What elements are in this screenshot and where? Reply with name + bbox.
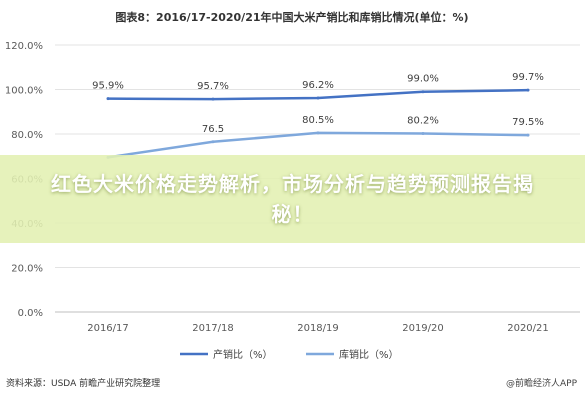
data-label: 80.5% [302, 115, 334, 126]
data-label: 96.2% [302, 80, 334, 91]
legend-label: 产销比（%） [213, 348, 273, 361]
data-point [526, 133, 530, 137]
data-point [316, 96, 320, 100]
data-point [526, 88, 530, 92]
x-tick-label: 2016/17 [87, 323, 129, 334]
x-axis-ticks: 2016/17 2017/18 2018/19 2019/20 2020/21 [87, 323, 549, 334]
x-tick-label: 2020/21 [507, 323, 549, 334]
y-tick-label: 100.0% [5, 86, 43, 97]
y-tick-label: 0.0% [18, 308, 43, 319]
chart-title-group: 图表8：2016/17-2020/21年中国大米产销比和库销比情况(单位：%) [115, 10, 468, 24]
source-note: 资料来源：USDA 前瞻产业研究院整理 [6, 379, 161, 389]
y-tick-label: 80.0% [11, 130, 43, 141]
x-tick-label: 2019/20 [402, 323, 444, 334]
banner-headline: 红色大米价格走势解析，市场分析与趋势预测报告揭秘！ [51, 172, 534, 226]
watermark-handle: @前瞻经济人APP [505, 379, 577, 389]
data-label: 80.2% [407, 116, 439, 127]
chart-title: 图表8：2016/17-2020/21年中国大米产销比和库销比情况(单位：%) [115, 10, 468, 24]
data-label: 99.7% [512, 72, 544, 83]
data-point [211, 97, 215, 101]
data-label: 79.5% [512, 117, 544, 128]
data-label: 76.5 [202, 124, 224, 135]
data-label: 99.0% [407, 74, 439, 85]
data-point [421, 90, 425, 94]
series-line [107, 131, 529, 159]
data-point [421, 132, 425, 136]
x-tick-label: 2017/18 [192, 323, 234, 334]
overlay-banner: 红色大米价格走势解析，市场分析与趋势预测报告揭秘！ [0, 155, 585, 243]
x-tick-label: 2018/19 [297, 323, 339, 334]
y-tick-label: 120.0% [5, 41, 43, 52]
data-point [106, 97, 110, 101]
data-point [316, 131, 320, 135]
legend: 产销比（%） 库销比（%） [180, 348, 399, 361]
data-labels: 95.9% 95.7% 96.2% 99.0% 99.7% 76.5 80.5% 80.2% 7… [92, 72, 544, 135]
data-point [211, 140, 215, 144]
data-label: 95.9% [92, 81, 124, 92]
data-label: 95.7% [197, 81, 229, 92]
y-tick-label: 20.0% [11, 264, 43, 275]
legend-label: 库销比（%） [339, 348, 399, 361]
